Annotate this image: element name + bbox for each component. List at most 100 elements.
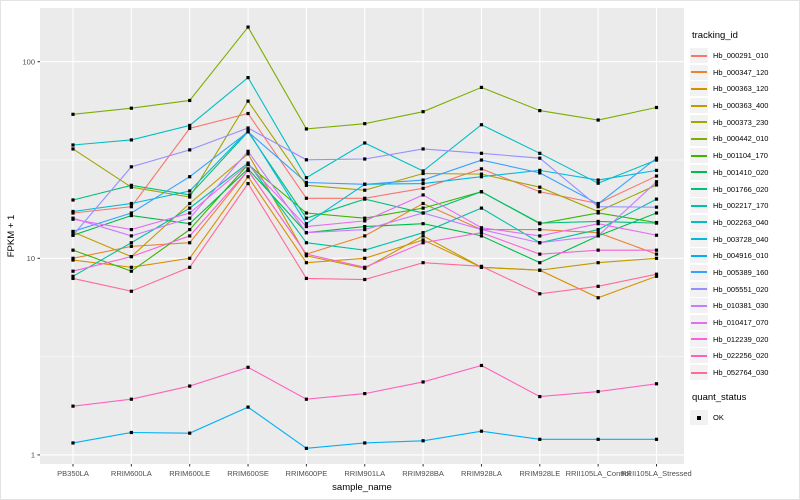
legend-item-label: Hb_000291_010 xyxy=(713,51,769,60)
data-point xyxy=(538,292,542,296)
data-point xyxy=(363,224,367,229)
data-point xyxy=(538,234,542,238)
data-point xyxy=(479,123,484,127)
data-point xyxy=(71,256,75,260)
legend-item: Hb_002217_170 xyxy=(690,198,800,214)
data-point xyxy=(129,265,133,269)
y-tick-label: 100 xyxy=(22,57,35,66)
x-tick-label: RRIM901LA xyxy=(344,469,385,478)
data-point xyxy=(304,224,308,229)
data-point xyxy=(246,175,250,179)
data-point xyxy=(479,206,484,210)
series-line-icon xyxy=(690,281,708,297)
legend-item: Hb_000442_010 xyxy=(690,131,800,147)
data-point xyxy=(246,111,250,116)
data-point xyxy=(654,211,659,215)
legend-item-label: Hb_003728_040 xyxy=(713,234,769,244)
legend-item-label: Hb_001766_020 xyxy=(713,184,769,194)
data-point xyxy=(538,221,542,225)
data-point xyxy=(654,272,659,276)
legend-item: Hb_000363_120 xyxy=(690,81,800,97)
series-line-icon xyxy=(690,315,708,330)
legend-item-ok-label: OK xyxy=(713,413,724,423)
data-point xyxy=(596,118,600,122)
data-point xyxy=(304,276,308,281)
legend-item-label: Hb_000363_400 xyxy=(713,101,769,111)
data-point xyxy=(421,169,425,173)
data-point xyxy=(654,382,659,386)
data-point xyxy=(654,183,659,187)
data-point xyxy=(246,168,250,172)
data-point xyxy=(129,211,133,215)
legend-item: Hb_000347_120 xyxy=(690,64,800,80)
series-line-icon xyxy=(690,365,708,381)
data-point xyxy=(479,175,484,179)
x-tick-label: PB350LA xyxy=(57,469,89,478)
data-point xyxy=(363,265,367,269)
data-point xyxy=(71,198,75,202)
data-point xyxy=(188,126,192,130)
data-point xyxy=(129,397,133,401)
data-point xyxy=(188,431,192,435)
data-point xyxy=(363,216,367,220)
legend-item: Hb_022256_020 xyxy=(690,348,800,364)
data-point xyxy=(538,190,542,194)
data-point xyxy=(596,231,600,235)
data-point xyxy=(421,201,425,206)
data-point xyxy=(421,261,425,265)
data-point xyxy=(129,185,133,189)
legend-item-label: Hb_000347_120 xyxy=(713,67,769,77)
data-point xyxy=(71,404,75,408)
data-point xyxy=(246,130,250,134)
data-point xyxy=(129,430,133,435)
data-point xyxy=(304,397,308,401)
data-point xyxy=(304,261,308,265)
x-tick-label: RRII105LA_Stressed xyxy=(621,469,691,478)
data-point xyxy=(188,193,192,197)
data-point xyxy=(421,186,425,190)
series-line-icon xyxy=(690,348,708,364)
data-point xyxy=(421,147,425,151)
data-point xyxy=(188,195,192,199)
data-point xyxy=(421,181,425,186)
data-point xyxy=(538,171,542,175)
y-tick-label: 10 xyxy=(27,254,35,263)
data-point xyxy=(246,149,250,153)
data-point xyxy=(596,181,600,185)
data-point xyxy=(654,437,659,441)
data-point xyxy=(129,138,133,142)
data-point xyxy=(71,248,75,252)
data-point xyxy=(129,201,133,206)
series-line-icon xyxy=(690,64,708,80)
series-line-icon xyxy=(690,114,708,130)
data-point xyxy=(129,244,133,248)
data-point xyxy=(304,158,308,162)
data-point xyxy=(188,227,192,232)
data-point xyxy=(654,221,659,225)
data-point xyxy=(479,363,484,368)
data-point xyxy=(421,171,425,176)
legend-item: Hb_000363_400 xyxy=(690,98,800,114)
x-tick-label: RRII105LA_Control xyxy=(566,469,631,478)
legend-item-label: Hb_052764_030 xyxy=(713,368,769,378)
data-point xyxy=(188,123,192,128)
data-point xyxy=(596,234,600,238)
data-point xyxy=(363,277,367,282)
data-point xyxy=(246,181,250,186)
data-point xyxy=(188,265,192,269)
legend-panel: tracking_id Hb_000291_010 Hb_000347_120 Hb… xyxy=(690,30,800,427)
data-point xyxy=(596,437,600,441)
data-point xyxy=(246,152,250,156)
data-point xyxy=(538,268,542,272)
data-point xyxy=(304,183,308,187)
data-point xyxy=(188,189,192,193)
data-point xyxy=(596,389,600,394)
data-point xyxy=(188,222,192,226)
legend-item: Hb_002263_040 xyxy=(690,214,800,230)
data-point xyxy=(479,227,484,232)
x-tick-label: RRIM600LE xyxy=(169,469,210,478)
series-line-icon xyxy=(690,148,708,164)
data-point xyxy=(246,76,250,80)
data-point xyxy=(479,226,484,230)
